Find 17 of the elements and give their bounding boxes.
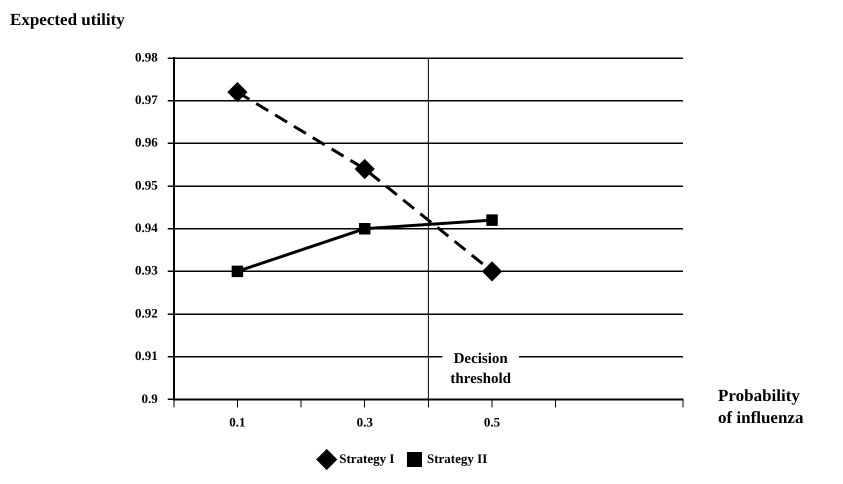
legend-label: Strategy I (339, 450, 394, 466)
ref-line-label: Decision threshold (450, 350, 512, 387)
y-tick-label: 0.92 (135, 305, 158, 320)
legend-label: Strategy II (426, 450, 488, 466)
y-tick-label: 0.97 (135, 92, 158, 108)
y-axis-title: Expected utility (10, 10, 125, 30)
y-tick-label: 0.9 (142, 390, 158, 406)
x-tick-label: 0.3 (356, 414, 374, 430)
y-tick-label: 0.95 (135, 177, 158, 192)
x-tick-label: 0.1 (229, 414, 246, 430)
x-axis-title: Probability of influenza (718, 385, 804, 429)
y-tick-label: 0.91 (135, 348, 158, 364)
y-tick-label: 0.93 (135, 262, 158, 278)
y-tick-label: 0.94 (135, 220, 158, 236)
y-tick-label: 0.96 (135, 134, 158, 150)
x-tick-label: 0.5 (484, 414, 501, 430)
y-tick-label: 0.98 (135, 49, 158, 64)
